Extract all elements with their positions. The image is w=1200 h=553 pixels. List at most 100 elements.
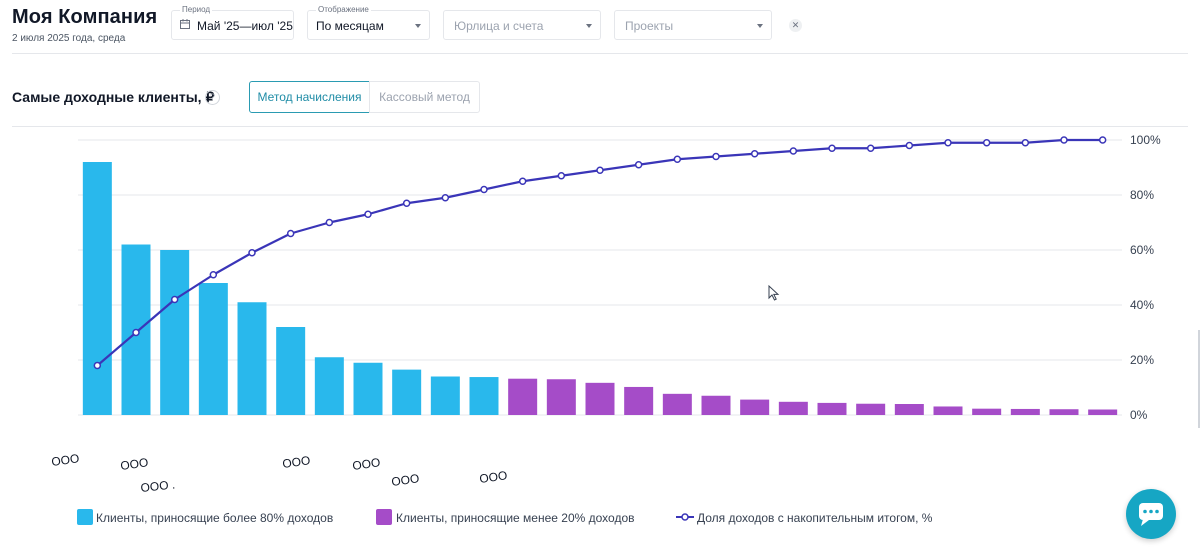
line-point[interactable] — [1021, 139, 1030, 147]
help-icon[interactable]: ? — [205, 90, 220, 105]
line-point[interactable] — [634, 161, 643, 169]
legend-bottom-clients[interactable]: Клиенты, приносящие менее 20% доходов — [396, 511, 635, 525]
y-tick-label: 40% — [1130, 298, 1154, 312]
line-point[interactable] — [132, 328, 140, 337]
y-tick-label: 0% — [1130, 408, 1148, 422]
bar[interactable] — [198, 283, 228, 415]
period-filter[interactable]: Период Май '25—июл '25 — [171, 5, 294, 40]
x-tick-label: ООО . — [140, 477, 176, 495]
line-point[interactable] — [1098, 136, 1107, 144]
bar[interactable] — [778, 401, 808, 415]
bar[interactable] — [314, 357, 344, 415]
bar[interactable] — [276, 327, 306, 415]
bar[interactable] — [817, 402, 847, 415]
y-tick-label: 80% — [1130, 188, 1154, 202]
chevron-down-icon — [757, 24, 763, 28]
page-scrollbar[interactable] — [1198, 330, 1200, 428]
line-point[interactable] — [209, 271, 218, 279]
line-point[interactable] — [982, 139, 991, 147]
chevron-down-icon — [586, 24, 592, 28]
line-point[interactable] — [170, 295, 179, 304]
projects-select-placeholder: Проекты — [625, 19, 674, 33]
x-axis-labels: ООО ООО ООО . ООО ООО ООО ООО — [50, 451, 508, 495]
legend-top-clients-swatch — [77, 509, 93, 525]
clear-filters-button[interactable]: ✕ — [789, 19, 802, 32]
header-divider — [12, 53, 1188, 54]
bar[interactable] — [740, 399, 770, 415]
y-tick-label: 60% — [1130, 243, 1154, 257]
bar[interactable] — [82, 162, 112, 415]
mouse-cursor-icon — [768, 284, 780, 301]
y-tick-label: 100% — [1130, 133, 1161, 147]
line-point[interactable] — [402, 199, 411, 207]
line-point[interactable] — [441, 194, 450, 202]
line-point[interactable] — [944, 139, 952, 147]
accrual-method-tab[interactable]: Метод начисления — [249, 81, 370, 113]
line-point[interactable] — [866, 144, 875, 152]
section-title: Самые доходные клиенты, ₽ — [12, 89, 215, 105]
line-point[interactable] — [673, 155, 682, 163]
x-tick-label: ООО — [281, 453, 311, 471]
x-tick-label: ООО — [50, 451, 80, 469]
close-icon: ✕ — [791, 20, 800, 30]
line-point[interactable] — [248, 249, 256, 257]
line-point[interactable] — [712, 152, 720, 161]
bar[interactable] — [430, 376, 460, 416]
cumulative-line — [93, 136, 1107, 370]
line-point[interactable] — [1060, 136, 1068, 144]
line-point[interactable] — [480, 185, 488, 194]
company-name[interactable]: Моя Компания — [12, 6, 158, 28]
bar[interactable] — [933, 406, 963, 415]
legend-bottom-clients-swatch — [376, 509, 392, 525]
bar[interactable] — [237, 302, 267, 415]
current-date: 2 июля 2025 года, среда — [12, 33, 126, 44]
bar[interactable] — [894, 404, 924, 415]
legend-cumulative[interactable]: Доля доходов с накопительным итогом, % — [697, 511, 933, 525]
bar[interactable] — [508, 378, 538, 415]
line-point[interactable] — [325, 218, 334, 227]
entities-select-placeholder: Юрлица и счета — [454, 19, 544, 33]
bar[interactable] — [546, 379, 576, 415]
y-tick-label: 20% — [1130, 353, 1154, 367]
entities-select[interactable]: Юрлица и счета — [443, 10, 601, 40]
bar[interactable] — [392, 369, 422, 415]
bar[interactable] — [972, 408, 1002, 415]
line-point[interactable] — [596, 166, 604, 174]
display-select-value: По месяцам — [316, 19, 384, 33]
x-tick-label: ООО — [119, 455, 149, 473]
bar[interactable] — [1010, 408, 1040, 415]
projects-select[interactable]: Проекты — [614, 10, 772, 40]
bar[interactable] — [856, 403, 886, 415]
x-tick-label: ООО — [390, 471, 420, 489]
bar[interactable] — [1049, 409, 1079, 415]
line-point[interactable] — [364, 210, 372, 218]
display-select[interactable]: Отображение По месяцам — [307, 5, 430, 40]
bar[interactable] — [1088, 409, 1118, 416]
period-filter-label: Период — [180, 5, 213, 14]
line-point[interactable] — [750, 150, 759, 158]
chat-icon — [1139, 503, 1163, 526]
line-point[interactable] — [789, 147, 798, 155]
bar[interactable] — [701, 395, 731, 415]
bar[interactable] — [469, 377, 499, 415]
line-point[interactable] — [828, 144, 836, 152]
line-point[interactable] — [93, 361, 102, 370]
chart-divider — [12, 126, 1188, 127]
x-tick-label: ООО — [478, 468, 508, 486]
cash-method-tab[interactable]: Кассовый метод — [369, 81, 480, 113]
calendar-icon — [180, 19, 190, 29]
bar[interactable] — [662, 393, 692, 415]
line-point[interactable] — [557, 172, 566, 180]
bar[interactable] — [624, 386, 654, 415]
chart-gridlines — [78, 139, 1122, 416]
line-point[interactable] — [286, 229, 295, 238]
bar[interactable] — [160, 250, 190, 415]
legend-top-clients[interactable]: Клиенты, приносящие более 80% доходов — [96, 511, 334, 525]
chat-button[interactable] — [1126, 489, 1176, 539]
bar[interactable] — [585, 382, 615, 415]
company-header: Моя Компания 2 июля 2025 года, среда — [12, 6, 157, 44]
line-point[interactable] — [518, 177, 527, 185]
line-point[interactable] — [905, 141, 914, 150]
bar[interactable] — [353, 362, 383, 415]
